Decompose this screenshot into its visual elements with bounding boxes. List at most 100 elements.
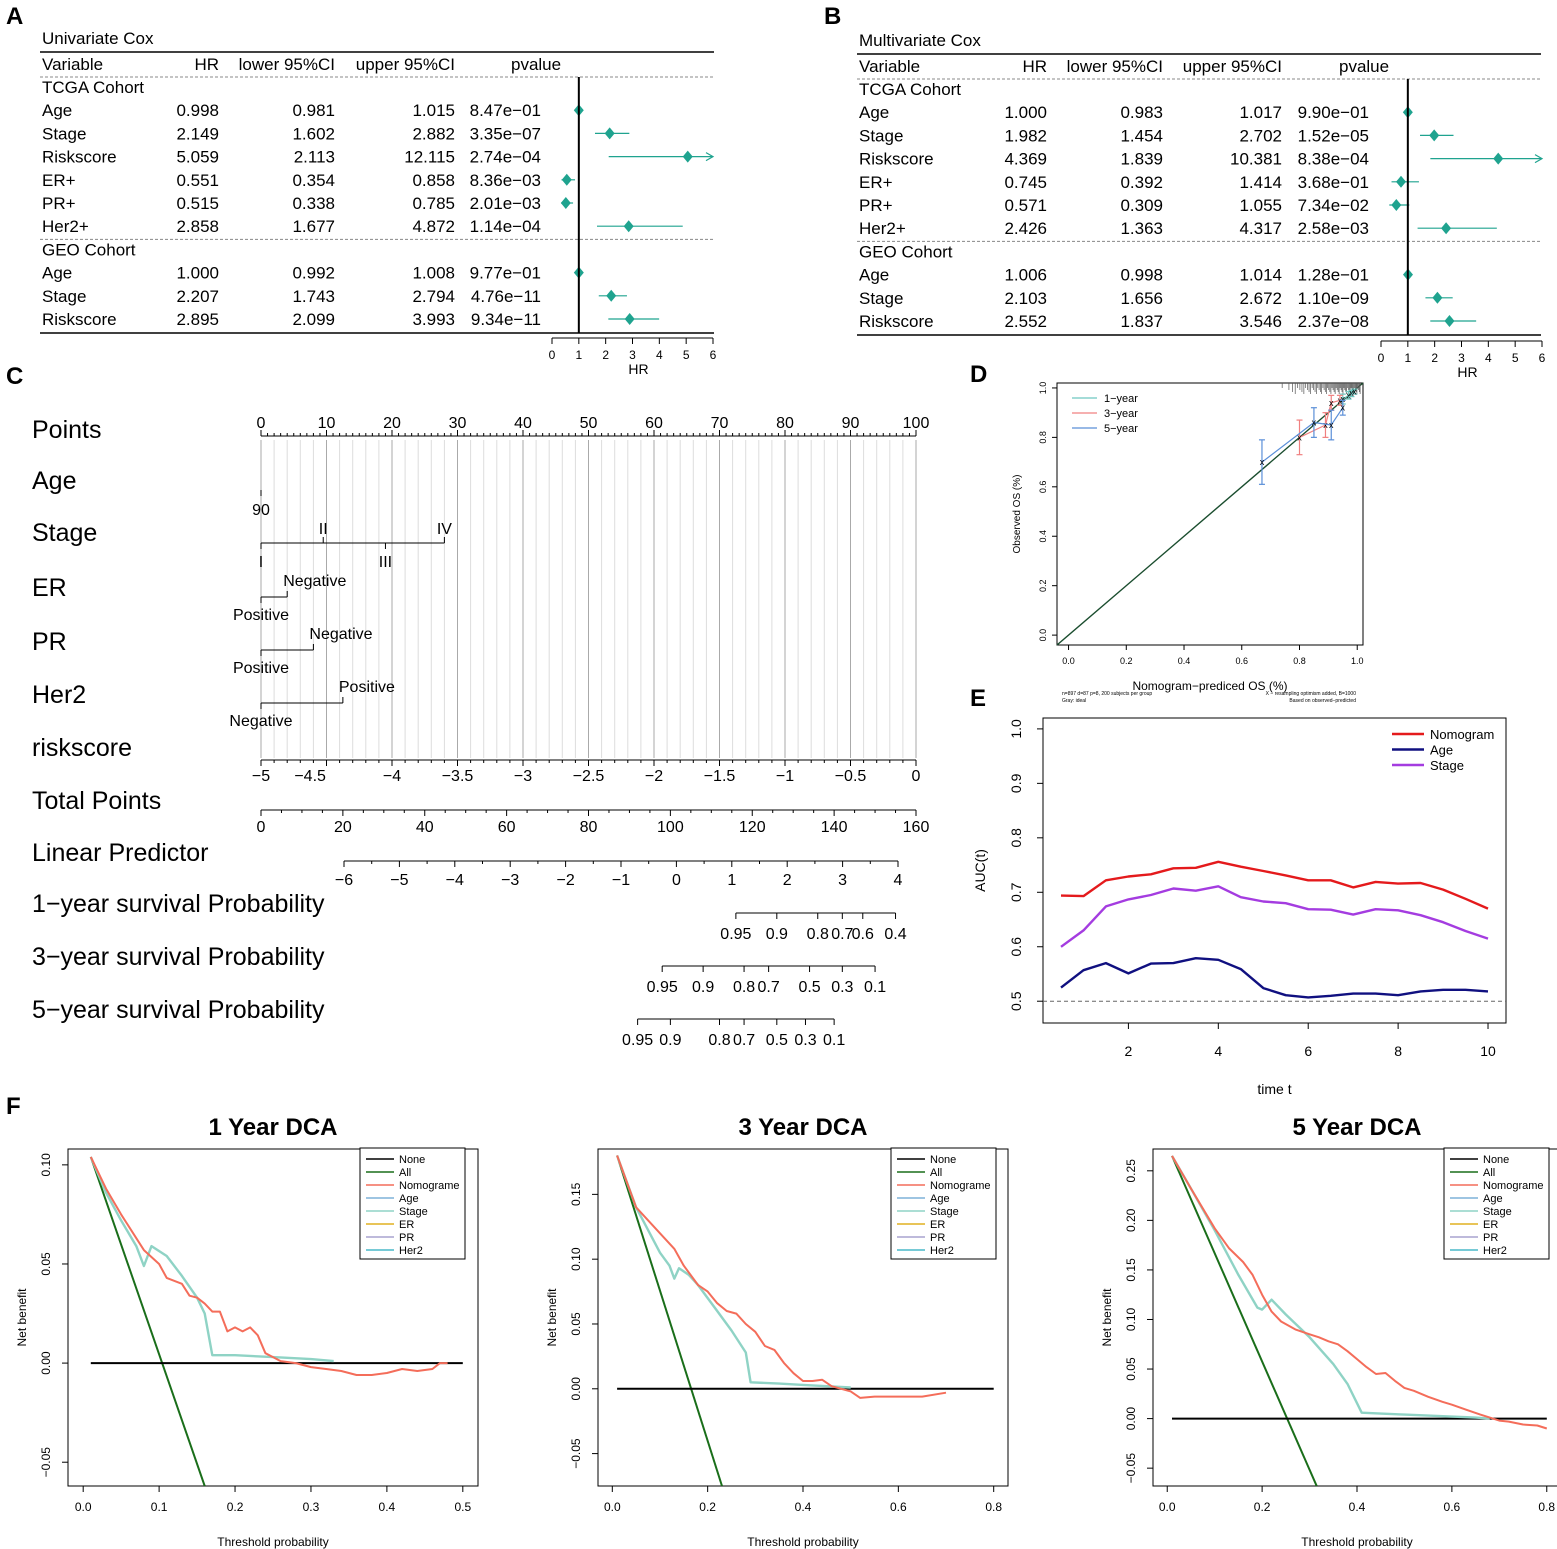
y-tick-label: 0.2 (1038, 579, 1048, 592)
all-line (1171, 1155, 1318, 1486)
auc-series-nomogram (1060, 860, 1489, 910)
total-points-tick-label: 140 (821, 819, 848, 836)
riskscore-tick-label: 0 (912, 768, 921, 785)
row-upper: 0.785 (412, 194, 455, 213)
legend-label: Nomograme (930, 1180, 991, 1192)
nomogram-row-label: ER (32, 574, 67, 602)
x-tick-label: 0.0 (75, 1500, 92, 1514)
row-hr: 2.895 (176, 310, 219, 329)
nomogram-line (1171, 1155, 1548, 1430)
dca-1-year: 1 Year DCA NoneAllNomogrameAgeStageERPRHe… (15, 1114, 479, 1549)
row-hr: 0.571 (1004, 196, 1047, 215)
calibration-line (1342, 391, 1355, 400)
x-tick-label: 5 (1512, 351, 1519, 365)
row-lower: 0.998 (1120, 266, 1163, 285)
row-pvalue: 1.10e−09 (1298, 289, 1369, 308)
calibration-point: x (1341, 394, 1346, 404)
legend-label: ER (399, 1219, 414, 1231)
auc-series-stage (1060, 885, 1489, 948)
calibration-point: x (1341, 403, 1346, 413)
panel-label-d: D (970, 361, 987, 388)
points-tick-label: 90 (842, 415, 860, 432)
auc-series-age (1060, 957, 1489, 999)
surv-5yr-tick-label: 0.95 (622, 1032, 653, 1049)
all-line (89, 1156, 206, 1486)
legend-label: Age (1430, 743, 1453, 758)
row-upper: 10.381 (1230, 150, 1282, 169)
lp-tick-label: −3 (501, 872, 519, 889)
total-points-tick-label: 20 (334, 819, 352, 836)
row-variable: Her2+ (859, 219, 906, 238)
legend-label: Nomogram (1430, 727, 1494, 742)
col-header-lower: lower 95%CI (1067, 57, 1163, 76)
legend-label: 5−year (1104, 423, 1138, 435)
row-lower: 0.392 (1120, 173, 1163, 192)
points-tick-label: 20 (383, 415, 401, 432)
hr-diamond (623, 220, 634, 233)
nomogram: Points Age Stage ER PR Her2 riskscore Total Poi… (32, 415, 929, 1049)
points-tick-label: 80 (776, 415, 794, 432)
x-tick-label: 0.0 (1159, 1500, 1176, 1514)
riskscore-tick-label: −4.5 (294, 768, 326, 785)
hr-diamond (1441, 222, 1452, 235)
row-variable: Stage (42, 287, 86, 306)
surv-3yr-tick-label: 0.9 (692, 979, 714, 996)
all-line (616, 1155, 723, 1486)
nomogram-row-label: Total Points (32, 787, 161, 815)
stage-line (1170, 1155, 1490, 1420)
row-upper: 1.015 (412, 101, 455, 120)
row-lower: 0.309 (1120, 196, 1163, 215)
row-hr: 0.515 (176, 194, 219, 213)
calibration-point: x (1349, 388, 1354, 398)
points-tick-label: 60 (645, 415, 663, 432)
x-tick-label: 1 (575, 348, 582, 362)
panel-label-a: A (6, 3, 23, 30)
riskscore-tick-label: −1.5 (704, 768, 736, 785)
riskscore-tick-label: −5 (252, 768, 270, 785)
row-variable: Age (859, 266, 889, 285)
row-upper: 0.858 (412, 171, 455, 190)
x-tick-label: 1 (1404, 351, 1411, 365)
y-axis-title: Net benefit (545, 1288, 559, 1347)
hr-diamond (1444, 315, 1455, 327)
x-tick-label: 0.3 (303, 1500, 320, 1514)
points-tick-label: 40 (514, 415, 532, 432)
dca-title: 5 Year DCA (1293, 1114, 1422, 1141)
x-tick-label: 0.2 (227, 1500, 244, 1514)
points-tick-label: 70 (711, 415, 729, 432)
nomogram-row-label: riskscore (32, 734, 132, 762)
her2-tick-label: Negative (229, 713, 292, 730)
surv-5yr-tick-label: 0.8 (708, 1032, 730, 1049)
legend-label: None (1483, 1154, 1509, 1166)
legend-label: None (399, 1154, 425, 1166)
nomogram-row-label: Her2 (32, 681, 86, 709)
pr-tick-label: Positive (233, 660, 289, 677)
row-lower: 1.363 (1120, 219, 1163, 238)
calibration-point: x (1329, 420, 1334, 430)
stage-line (89, 1156, 334, 1363)
y-axis-title: Net benefit (15, 1288, 29, 1347)
x-tick-label: 2 (602, 348, 609, 362)
legend-label: PR (930, 1232, 945, 1244)
hr-diamond (1493, 152, 1504, 165)
y-tick-label: 0.8 (1008, 828, 1024, 848)
total-points-tick-label: 80 (580, 819, 598, 836)
panel-label-f: F (6, 1093, 21, 1120)
calibration-point: x (1346, 390, 1351, 400)
lp-tick-label: 2 (783, 872, 792, 889)
y-tick-label: 0.0 (1038, 629, 1048, 642)
y-tick-label: 0.6 (1008, 937, 1024, 957)
points-tick-label: 10 (318, 415, 336, 432)
y-tick-label: 0.10 (1124, 1307, 1138, 1331)
forest-plot-multivariate: Multivariate Cox Variable HR lower 95%CI upp… (857, 31, 1546, 380)
surv-1yr-tick-label: 0.9 (766, 926, 788, 943)
row-variable: Stage (859, 126, 903, 145)
er-tick-label: Positive (233, 607, 289, 624)
row-pvalue: 1.14e−04 (470, 217, 541, 236)
points-tick-label: 0 (257, 415, 266, 432)
riskscore-tick-label: −2 (645, 768, 663, 785)
x-tick-label: 8 (1394, 1043, 1402, 1059)
total-points-tick-label: 40 (416, 819, 434, 836)
row-variable: PR+ (859, 196, 893, 215)
